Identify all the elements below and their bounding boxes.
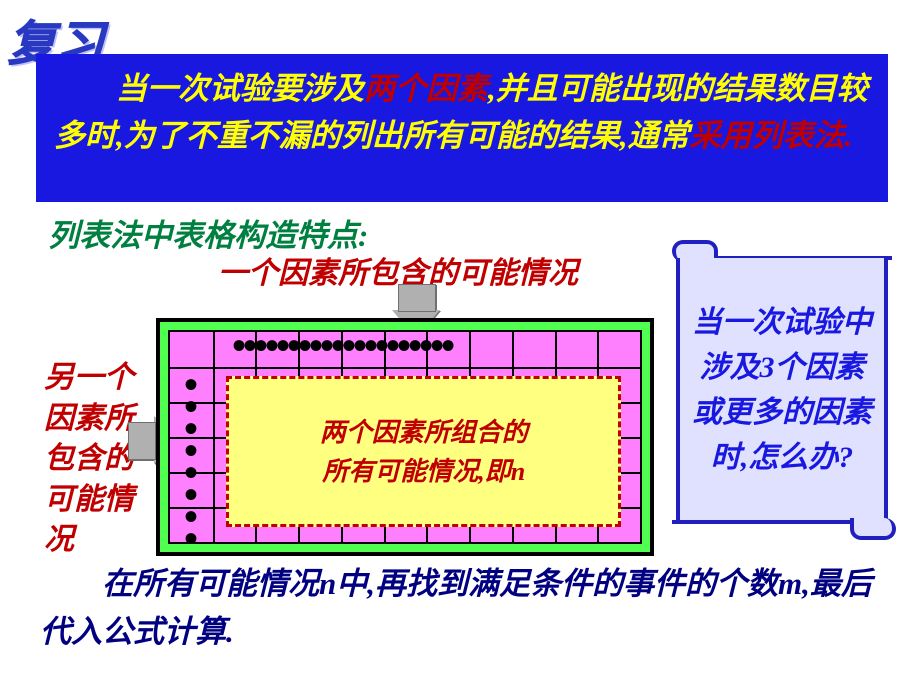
scroll-curl-bot-icon — [850, 518, 896, 540]
review-paragraph: 当一次试验要涉及两个因素,并且可能出现的结果数目较多时,为了不重不漏的列出所有可… — [36, 54, 888, 202]
diagram-inner-box: 两个因素所组合的 所有可能情况,即n — [226, 376, 621, 527]
review-seg-1: 当一次试验要涉及 — [116, 71, 364, 106]
bottom-paragraph: 在所有可能情况n中,再找到满足条件的事件的个数m,最后代入公式计算. — [40, 560, 890, 656]
bottom-paragraph-text: 在所有可能情况n中,再找到满足条件的事件的个数m,最后代入公式计算. — [40, 566, 872, 649]
review-seg-4: 采用列表法. — [690, 118, 853, 153]
inner-line1: 两个因素所组合的 — [320, 418, 528, 447]
diagram-grid: 两个因素所组合的 所有可能情况,即n •••••••••••••••••••• … — [168, 330, 642, 544]
scroll-note-text: 当一次试验中涉及3个因素或更多的因素时,怎么办? — [676, 258, 888, 522]
dots-col-icon: •••••••• — [184, 374, 198, 550]
table-diagram: 两个因素所组合的 所有可能情况,即n •••••••••••••••••••• … — [156, 318, 654, 556]
scroll-note: 当一次试验中涉及3个因素或更多的因素时,怎么办? — [672, 240, 896, 540]
inner-line2: 所有可能情况,即n — [322, 457, 525, 486]
dots-row-icon: •••••••••••••••••••• — [232, 326, 452, 366]
scroll-numeral: 3 — [760, 351, 775, 384]
review-seg-2: 两个因素 — [364, 71, 488, 106]
